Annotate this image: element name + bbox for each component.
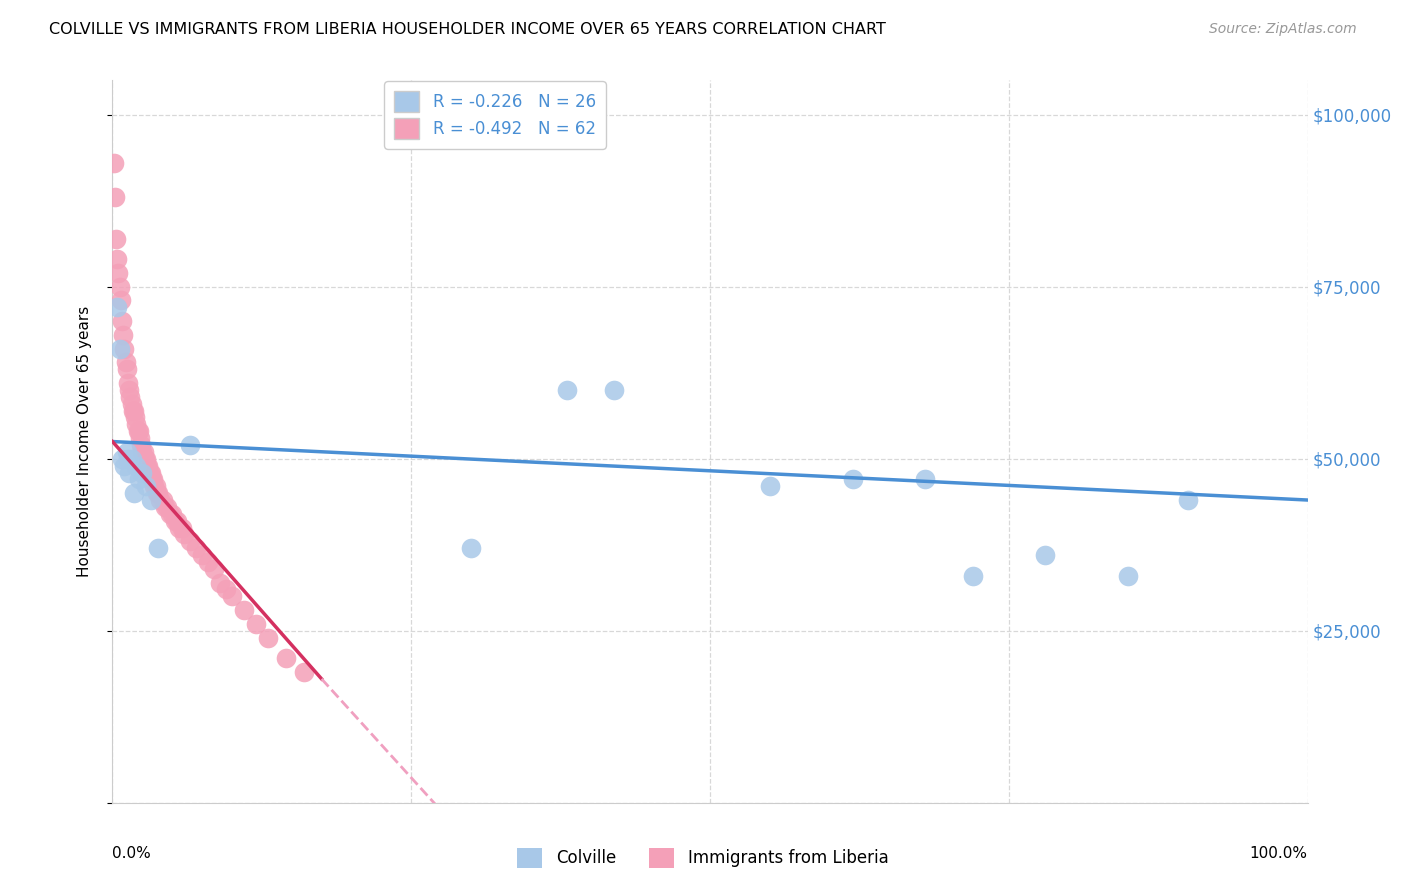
Point <box>129 431 152 445</box>
Point <box>114 342 135 356</box>
Point <box>153 500 176 514</box>
Point <box>114 458 135 473</box>
Point <box>110 293 132 308</box>
Point <box>159 507 181 521</box>
Text: COLVILLE VS IMMIGRANTS FROM LIBERIA HOUSEHOLDER INCOME OVER 65 YEARS CORRELATION: COLVILLE VS IMMIGRANTS FROM LIBERIA HOUS… <box>49 22 886 37</box>
Point <box>134 451 156 466</box>
Point <box>129 438 152 452</box>
Point <box>122 403 145 417</box>
Point <box>120 390 142 404</box>
Point <box>555 383 578 397</box>
Point <box>121 397 143 411</box>
Point <box>142 472 165 486</box>
Point <box>1177 493 1199 508</box>
Point <box>162 507 183 521</box>
Point <box>112 327 135 342</box>
Point <box>145 486 167 500</box>
Point <box>202 562 225 576</box>
Point <box>125 417 148 432</box>
Point <box>107 266 129 280</box>
Point <box>173 527 195 541</box>
Point <box>152 493 174 508</box>
Point <box>145 479 167 493</box>
Point <box>132 445 155 459</box>
Point <box>104 190 127 204</box>
Point <box>108 342 131 356</box>
Point <box>136 458 159 473</box>
Point <box>135 451 157 466</box>
Point <box>127 424 149 438</box>
Point <box>603 383 626 397</box>
Point <box>257 631 280 645</box>
Text: Source: ZipAtlas.com: Source: ZipAtlas.com <box>1209 22 1357 37</box>
Point <box>138 458 160 473</box>
Point <box>139 466 162 480</box>
Point <box>117 451 139 466</box>
Point <box>156 500 179 514</box>
Point <box>169 520 191 534</box>
Point <box>115 362 138 376</box>
Point <box>146 541 169 556</box>
Point <box>105 231 128 245</box>
Point <box>138 466 160 480</box>
Legend: Colville, Immigrants from Liberia: Colville, Immigrants from Liberia <box>510 841 896 875</box>
Point <box>274 651 297 665</box>
Point <box>191 548 214 562</box>
Point <box>118 466 141 480</box>
Point <box>962 568 984 582</box>
Point <box>111 314 134 328</box>
Point <box>914 472 936 486</box>
Point <box>105 252 128 267</box>
Text: 0.0%: 0.0% <box>112 847 152 861</box>
Point <box>245 616 267 631</box>
Point <box>179 534 201 549</box>
Point <box>292 665 315 679</box>
Point <box>128 424 150 438</box>
Point <box>103 156 125 170</box>
Point <box>125 458 148 473</box>
Point <box>121 403 143 417</box>
Point <box>143 479 166 493</box>
Point <box>221 590 243 604</box>
Point <box>170 520 193 534</box>
Point <box>117 376 139 390</box>
Point <box>105 301 128 315</box>
Point <box>759 479 782 493</box>
Point <box>124 410 146 425</box>
Point <box>141 472 163 486</box>
Point <box>114 355 136 369</box>
Point <box>115 445 138 459</box>
Point <box>186 541 208 556</box>
Point <box>179 438 201 452</box>
Point <box>1033 548 1056 562</box>
Point <box>460 541 482 556</box>
Point <box>146 486 169 500</box>
Point <box>122 486 145 500</box>
Point <box>139 493 162 508</box>
Point <box>131 445 153 459</box>
Text: 100.0%: 100.0% <box>1250 847 1308 861</box>
Point <box>131 466 153 480</box>
Point <box>128 472 150 486</box>
Point <box>233 603 256 617</box>
Point <box>166 514 188 528</box>
Point <box>197 555 219 569</box>
Point <box>118 383 141 397</box>
Point <box>121 451 143 466</box>
Point <box>149 493 172 508</box>
Legend: R = -0.226   N = 26, R = -0.492   N = 62: R = -0.226 N = 26, R = -0.492 N = 62 <box>384 81 606 149</box>
Point <box>111 451 134 466</box>
Point <box>215 582 238 597</box>
Point <box>108 279 131 293</box>
Point <box>842 472 865 486</box>
Point <box>1118 568 1140 582</box>
Point <box>163 514 186 528</box>
Point <box>209 575 232 590</box>
Point <box>135 479 157 493</box>
Y-axis label: Householder Income Over 65 years: Householder Income Over 65 years <box>77 306 91 577</box>
